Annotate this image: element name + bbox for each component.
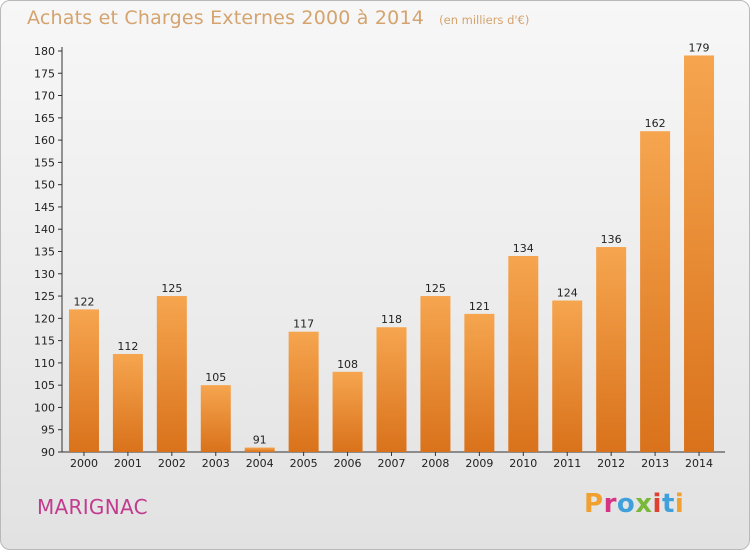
y-tick-label: 170 (34, 90, 55, 103)
chart-title: Achats et Charges Externes 2000 à 2014 (27, 7, 425, 29)
bar (244, 447, 275, 452)
y-tick-label: 115 (34, 335, 55, 348)
bar (684, 55, 715, 453)
x-tick-label: 2002 (158, 457, 186, 470)
x-tick-label: 2013 (641, 457, 669, 470)
bar-value-label: 122 (73, 295, 94, 308)
logo-letter: P (584, 489, 604, 519)
bar-value-label: 117 (293, 318, 314, 331)
bar-labels: 122 112 125 105 91 117 108 118 125 121 134 124 136 16… (73, 41, 709, 446)
bar (332, 371, 363, 452)
logo-letter: i (652, 489, 662, 519)
y-tick-label: 160 (34, 134, 55, 147)
bar-value-label: 179 (689, 41, 710, 54)
x-tick-label: 2014 (685, 457, 713, 470)
bar (508, 255, 539, 452)
y-tick-label: 90 (41, 446, 55, 459)
bar-value-label: 125 (161, 282, 182, 295)
x-tick-label: 2003 (202, 457, 230, 470)
bar (156, 296, 187, 452)
x-tick-label: 2005 (290, 457, 318, 470)
y-tick-label: 125 (34, 290, 55, 303)
x-tick-label: 2010 (509, 457, 537, 470)
commune-name: MARIGNAC (37, 495, 148, 519)
y-tick-label: 135 (34, 246, 55, 259)
y-tick-label: 120 (34, 312, 55, 325)
logo-letter: r (603, 489, 617, 519)
bar (640, 131, 671, 452)
x-tick-label: 2007 (378, 457, 406, 470)
x-tick-label: 2008 (421, 457, 449, 470)
bar-value-label: 105 (205, 371, 226, 384)
y-tick-label: 165 (34, 112, 55, 125)
y-tick-label: 175 (34, 67, 55, 80)
bar-value-label: 108 (337, 358, 358, 371)
bar (464, 313, 495, 452)
y-tick-label: 155 (34, 156, 55, 169)
x-tick-label: 2012 (597, 457, 625, 470)
y-tick-label: 150 (34, 179, 55, 192)
bar-value-label: 134 (513, 242, 534, 255)
x-tick-label: 2009 (465, 457, 493, 470)
logo-letter: x (635, 489, 653, 519)
y-tick-label: 95 (41, 424, 55, 437)
bar-value-label: 136 (601, 233, 622, 246)
y-tick-label: 110 (34, 357, 55, 370)
x-tick-label: 2000 (70, 457, 98, 470)
bar (112, 353, 143, 452)
chart-subtitle: (en milliers d'€) (439, 13, 530, 27)
y-tick-label: 105 (34, 379, 55, 392)
logo-letter: o (616, 489, 636, 519)
bar (376, 327, 407, 452)
x-tick-label: 2011 (553, 457, 581, 470)
bar (552, 300, 583, 452)
bar (596, 247, 627, 452)
title-row: Achats et Charges Externes 2000 à 2014 (… (27, 7, 529, 29)
x-tick-label: 2006 (334, 457, 362, 470)
bar (288, 331, 319, 452)
y-tick-label: 140 (34, 223, 55, 236)
logo-letter: i (674, 489, 685, 519)
bars (68, 55, 715, 453)
bar-value-label: 112 (117, 340, 138, 353)
bar (420, 296, 451, 452)
logo-letter: t (661, 489, 675, 519)
bar (68, 309, 99, 452)
bar-value-label: 124 (557, 287, 578, 300)
bar-value-label: 91 (253, 434, 267, 447)
y-tick-label: 180 (34, 45, 55, 58)
bar (200, 385, 231, 452)
bar-value-label: 118 (381, 313, 402, 326)
proxiti-logo[interactable]: Proxiti (584, 489, 684, 519)
x-tick-label: 2001 (114, 457, 142, 470)
x-tick-label: 2004 (246, 457, 274, 470)
y-tick-label: 100 (34, 401, 55, 414)
bar-value-label: 162 (645, 117, 666, 130)
bar-value-label: 125 (425, 282, 446, 295)
bar-value-label: 121 (469, 300, 490, 313)
y-tick-label: 145 (34, 201, 55, 214)
y-tick-label: 130 (34, 268, 55, 281)
